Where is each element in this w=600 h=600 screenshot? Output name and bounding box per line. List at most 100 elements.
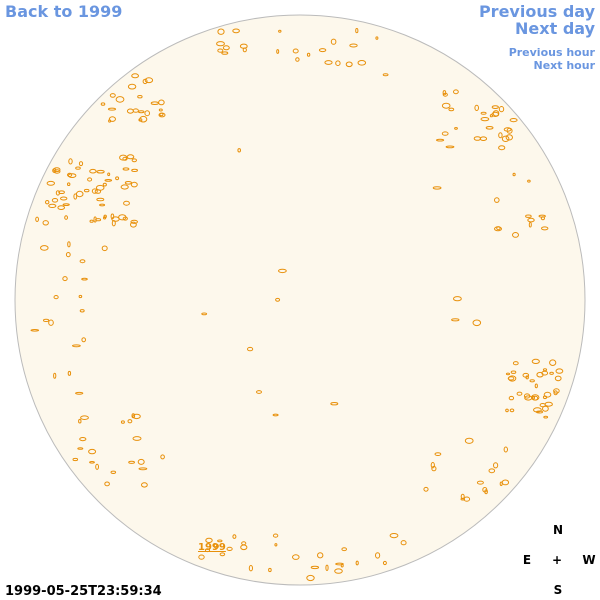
contour [104,179,113,182]
contour [451,318,460,322]
contour [111,220,116,227]
contour [453,89,459,95]
compass-center: + [552,553,562,567]
contour [275,297,281,302]
previous-day-link[interactable]: Previous day [479,2,596,21]
contour [81,277,88,281]
previous-hour-link[interactable]: Previous hour [509,46,596,59]
contour [80,415,89,421]
contour [107,107,117,111]
contour [501,479,510,486]
contour [122,167,130,171]
contour [448,107,455,112]
contour [65,252,71,258]
contour [434,452,442,457]
contour [533,407,542,413]
contour [491,105,499,109]
contour [335,60,341,67]
contour [217,28,225,35]
contour [306,574,315,582]
contour [53,167,61,173]
contour [527,179,531,183]
contour [555,368,564,374]
contour [88,448,97,455]
contour [496,226,501,231]
contour [48,319,54,326]
contour [95,218,102,222]
contour [115,96,125,103]
contour [222,45,230,51]
contour [205,537,213,544]
contour [318,48,327,53]
contour [330,38,337,45]
contour [375,36,379,40]
contour [109,93,116,98]
contour [96,169,105,174]
contour [110,213,115,220]
year-link[interactable]: 1999 [198,542,226,553]
contour [441,131,449,136]
contour [128,460,136,464]
contour [278,29,282,33]
contour [453,296,462,302]
contour [232,28,240,34]
contours [30,28,564,582]
contour [531,394,540,401]
contour [505,134,513,141]
contour [306,52,311,57]
contour [62,276,68,282]
contour [79,437,87,442]
contour [141,482,148,488]
contour [541,370,549,376]
contour [295,57,300,62]
contour [53,372,57,379]
contour [78,418,82,424]
contour [355,560,359,566]
contour [357,60,367,66]
contour [68,158,73,165]
contour [67,182,71,186]
contour [464,437,474,444]
contour [120,184,129,190]
contour [75,391,84,395]
solar-disk [14,14,586,586]
back-link[interactable]: Back to 1999 [5,2,122,21]
contour [30,329,40,332]
contour [512,172,516,177]
next-day-link[interactable]: Next day [515,19,596,38]
contour [292,48,299,54]
contour [525,214,532,218]
contour [501,135,510,143]
contour [324,60,333,65]
contour [553,388,560,394]
contour [130,181,138,188]
compass-south: S [554,583,563,597]
contour [87,177,93,182]
contour [423,486,429,492]
contour [91,188,98,194]
contour [460,497,466,501]
contour [127,83,137,90]
contour [503,127,512,132]
contour [442,92,448,97]
contour [132,108,139,113]
contour [96,197,105,202]
contour [101,245,108,252]
contour [75,190,84,198]
contour [498,132,503,139]
contour [216,41,225,47]
contour [516,391,523,396]
contour [122,216,128,221]
contour [531,358,540,364]
contour [78,161,84,167]
contour [480,117,490,122]
contour [512,232,519,238]
next-hour-link[interactable]: Next hour [534,59,596,72]
contour [89,219,94,223]
contour [503,446,508,453]
contour [472,319,482,327]
contour [389,533,399,539]
contour [89,461,95,464]
contour [493,462,499,469]
